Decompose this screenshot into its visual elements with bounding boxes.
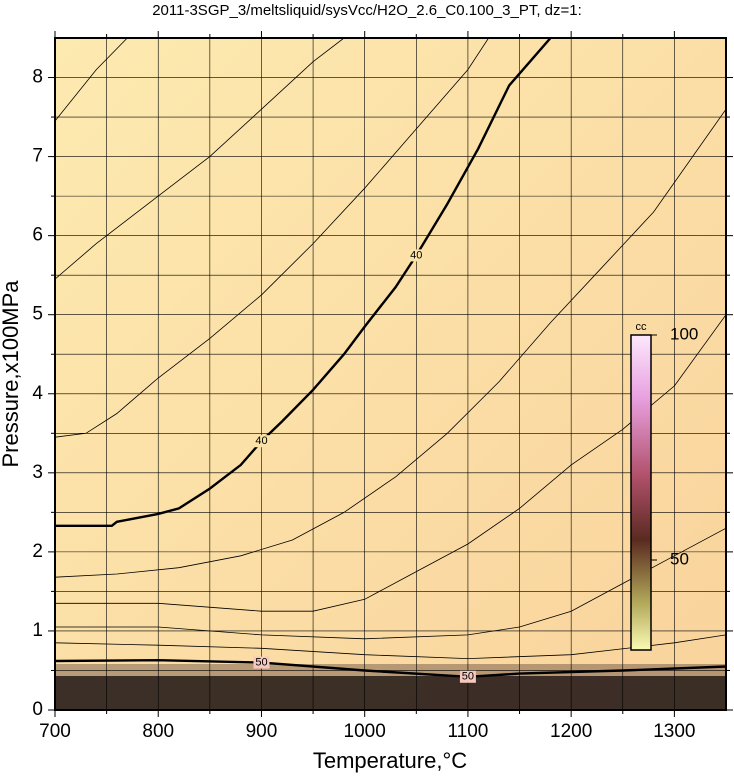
contour-line <box>55 38 345 280</box>
y-tick-label: 8 <box>32 67 43 88</box>
y-tick-label: 7 <box>32 146 43 167</box>
contour-line <box>55 38 552 527</box>
x-tick-label: 900 <box>246 721 278 742</box>
x-tick-label: 1100 <box>447 721 488 742</box>
x-tick-label: 800 <box>142 721 174 742</box>
contour-label: 40 <box>410 249 422 261</box>
x-tick-label: 1300 <box>653 721 695 742</box>
contour-label-bg <box>253 656 270 669</box>
plot-background <box>55 38 726 710</box>
x-axis-label: Temperature,°C <box>313 748 467 773</box>
colorbar <box>630 334 652 651</box>
plot-frame <box>54 37 727 711</box>
y-tick-label: 2 <box>32 541 43 562</box>
contour-line <box>55 38 128 122</box>
colorbar-tick-label: 100 <box>670 324 698 343</box>
contour-label: 50 <box>462 671 474 683</box>
contour-line <box>55 658 726 679</box>
chart-title: 2011-3SGP_3/meltsliquid/sysVcc/H2O_2.6_C… <box>152 2 582 19</box>
contour-label-bg <box>459 670 476 683</box>
x-tick-label: 1200 <box>550 721 592 742</box>
x-tick-label: 1000 <box>344 721 386 742</box>
contour-line <box>55 108 726 578</box>
contour-line <box>55 38 489 438</box>
contour-line <box>55 634 726 660</box>
x-tick-label: 700 <box>39 721 71 742</box>
contour-label: 40 <box>255 435 267 447</box>
y-tick-label: 0 <box>32 699 43 720</box>
colorbar-tick-label: 50 <box>670 549 689 568</box>
contour-label-bg <box>253 435 270 448</box>
y-tick-label: 6 <box>32 225 43 246</box>
contour-label-bg <box>408 249 425 262</box>
contour-label: 50 <box>255 656 267 668</box>
y-tick-label: 4 <box>32 383 43 404</box>
y-tick-label: 1 <box>32 620 43 641</box>
y-axis-label: Pressure,x100MPa <box>0 280 23 468</box>
colorbar-label: cc <box>636 321 648 333</box>
y-tick-label: 3 <box>32 462 43 483</box>
y-tick-label: 5 <box>32 304 43 325</box>
